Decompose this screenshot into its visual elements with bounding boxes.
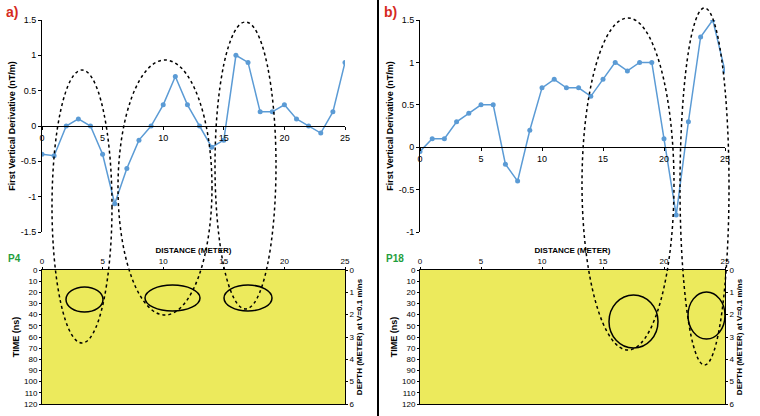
- svg-text:10: 10: [538, 257, 547, 266]
- svg-text:80: 80: [406, 355, 415, 364]
- svg-text:1.5: 1.5: [402, 15, 415, 25]
- svg-text:0.5: 0.5: [402, 100, 415, 110]
- svg-text:First Vertical Derivative (nT/: First Vertical Derivative (nT/m): [385, 61, 395, 191]
- svg-text:DEPTH (METER) at V=0.1 m/ns: DEPTH (METER) at V=0.1 m/ns: [735, 278, 744, 395]
- svg-text:0.5: 0.5: [24, 86, 37, 96]
- svg-text:100: 100: [24, 377, 38, 386]
- svg-text:3: 3: [730, 333, 735, 342]
- svg-text:15: 15: [599, 257, 608, 266]
- svg-text:0: 0: [31, 121, 36, 131]
- svg-text:3: 3: [350, 333, 355, 342]
- svg-text:20: 20: [406, 288, 415, 297]
- svg-text:6: 6: [730, 400, 735, 409]
- svg-text:0: 0: [39, 133, 44, 143]
- svg-text:0: 0: [418, 257, 423, 266]
- svg-text:40: 40: [28, 310, 37, 319]
- svg-text:110: 110: [25, 389, 38, 398]
- svg-text:25: 25: [341, 257, 350, 266]
- svg-text:10: 10: [406, 277, 415, 286]
- svg-text:DISTANCE (METER): DISTANCE (METER): [535, 246, 611, 255]
- svg-text:DISTANCE (METER): DISTANCE (METER): [156, 246, 232, 255]
- svg-text:90: 90: [406, 366, 415, 375]
- svg-text:P4: P4: [8, 253, 21, 264]
- svg-text:30: 30: [28, 299, 37, 308]
- svg-text:0: 0: [730, 266, 735, 275]
- svg-text:25: 25: [340, 133, 350, 143]
- svg-text:0: 0: [33, 266, 38, 275]
- svg-text:20: 20: [280, 257, 289, 266]
- svg-text:10: 10: [159, 257, 168, 266]
- svg-text:20: 20: [279, 133, 289, 143]
- svg-text:-0.5: -0.5: [399, 185, 415, 195]
- svg-text:2: 2: [730, 310, 735, 319]
- svg-text:120: 120: [402, 400, 416, 409]
- svg-text:-1: -1: [28, 192, 36, 202]
- svg-text:a): a): [6, 4, 18, 20]
- svg-text:50: 50: [406, 322, 415, 331]
- svg-text:1: 1: [350, 288, 355, 297]
- svg-text:4: 4: [350, 355, 355, 364]
- svg-text:50: 50: [28, 322, 37, 331]
- svg-text:25: 25: [720, 154, 730, 164]
- svg-text:1.5: 1.5: [24, 15, 37, 25]
- svg-text:15: 15: [219, 133, 229, 143]
- svg-text:P18: P18: [386, 253, 404, 264]
- svg-text:10: 10: [28, 277, 37, 286]
- svg-text:5: 5: [100, 133, 105, 143]
- svg-text:15: 15: [598, 154, 608, 164]
- svg-text:110: 110: [403, 389, 416, 398]
- svg-text:90: 90: [28, 366, 37, 375]
- svg-text:First Vertical Derivative (nT/: First Vertical Derivative (nT/m): [7, 61, 17, 191]
- svg-text:TIME (ns): TIME (ns): [11, 317, 21, 358]
- svg-text:-0.5: -0.5: [21, 156, 37, 166]
- svg-text:10: 10: [537, 154, 547, 164]
- svg-text:20: 20: [660, 257, 669, 266]
- svg-text:40: 40: [406, 310, 415, 319]
- svg-text:20: 20: [659, 154, 669, 164]
- svg-text:100: 100: [402, 377, 416, 386]
- svg-text:b): b): [384, 4, 397, 20]
- svg-text:2: 2: [350, 310, 355, 319]
- svg-text:0: 0: [417, 154, 422, 164]
- svg-text:0: 0: [409, 142, 414, 152]
- svg-text:60: 60: [28, 333, 37, 342]
- svg-text:0: 0: [411, 266, 416, 275]
- svg-text:0: 0: [350, 266, 355, 275]
- svg-text:5: 5: [730, 377, 735, 386]
- svg-text:20: 20: [28, 288, 37, 297]
- svg-text:25: 25: [721, 257, 730, 266]
- svg-text:5: 5: [100, 257, 105, 266]
- svg-text:30: 30: [406, 299, 415, 308]
- svg-text:15: 15: [219, 257, 228, 266]
- svg-text:4: 4: [730, 355, 735, 364]
- svg-text:1: 1: [409, 58, 414, 68]
- svg-text:1: 1: [31, 50, 36, 60]
- svg-text:80: 80: [28, 355, 37, 364]
- svg-text:DEPTH (METER) at V=0.1 m/ns: DEPTH (METER) at V=0.1 m/ns: [355, 278, 364, 395]
- svg-text:5: 5: [350, 377, 355, 386]
- svg-text:120: 120: [24, 400, 38, 409]
- svg-text:10: 10: [158, 133, 168, 143]
- svg-text:60: 60: [406, 333, 415, 342]
- svg-text:6: 6: [350, 400, 355, 409]
- svg-text:-1: -1: [406, 227, 414, 237]
- svg-text:1: 1: [730, 288, 735, 297]
- svg-text:-1.5: -1.5: [21, 227, 37, 237]
- svg-text:70: 70: [406, 344, 415, 353]
- svg-text:5: 5: [478, 154, 483, 164]
- svg-text:5: 5: [479, 257, 484, 266]
- svg-text:TIME (ns): TIME (ns): [389, 317, 399, 358]
- svg-text:0: 0: [40, 257, 45, 266]
- svg-text:70: 70: [28, 344, 37, 353]
